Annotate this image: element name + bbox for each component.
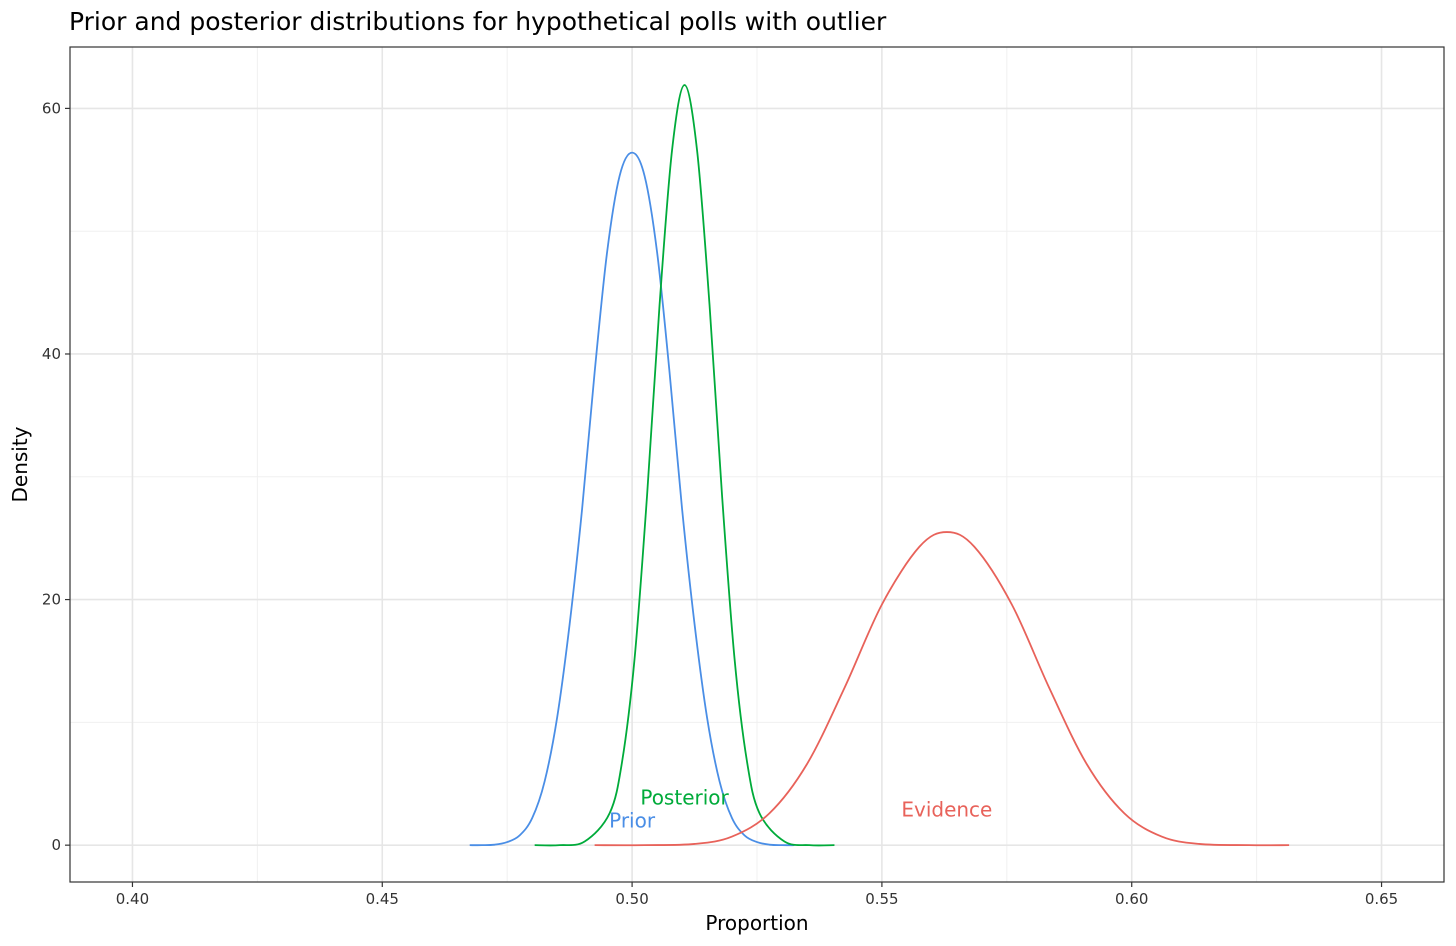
y-tick-label: 60 xyxy=(42,99,61,117)
gridlines xyxy=(70,47,1444,882)
x-tick-label: 0.60 xyxy=(1115,890,1148,908)
y-tick-label: 0 xyxy=(51,836,61,854)
y-tick-label: 40 xyxy=(42,345,61,363)
posterior-label: Posterior xyxy=(640,785,729,809)
prior-label: Prior xyxy=(609,809,656,833)
x-tick-label: 0.45 xyxy=(366,890,399,908)
chart-title: Prior and posterior distributions for hy… xyxy=(69,7,887,36)
x-tick-label: 0.40 xyxy=(116,890,149,908)
evidence-density-curve xyxy=(594,531,1290,847)
x-tick-label: 0.50 xyxy=(615,890,648,908)
series-group xyxy=(469,84,1290,847)
x-axis: 0.40 0.45 0.50 0.55 0.60 0.65 xyxy=(116,882,1398,908)
plot-panel-border xyxy=(69,46,1445,883)
x-tick-label: 0.65 xyxy=(1365,890,1398,908)
x-axis-title: Proportion xyxy=(705,911,808,935)
y-axis: 0 20 40 60 xyxy=(42,99,70,854)
posterior-density-curve xyxy=(534,84,835,847)
prior-density-curve xyxy=(469,151,795,847)
y-tick-label: 20 xyxy=(42,591,61,609)
x-tick-label: 0.55 xyxy=(865,890,898,908)
y-axis-title: Density xyxy=(8,426,32,502)
evidence-label: Evidence xyxy=(901,798,992,822)
